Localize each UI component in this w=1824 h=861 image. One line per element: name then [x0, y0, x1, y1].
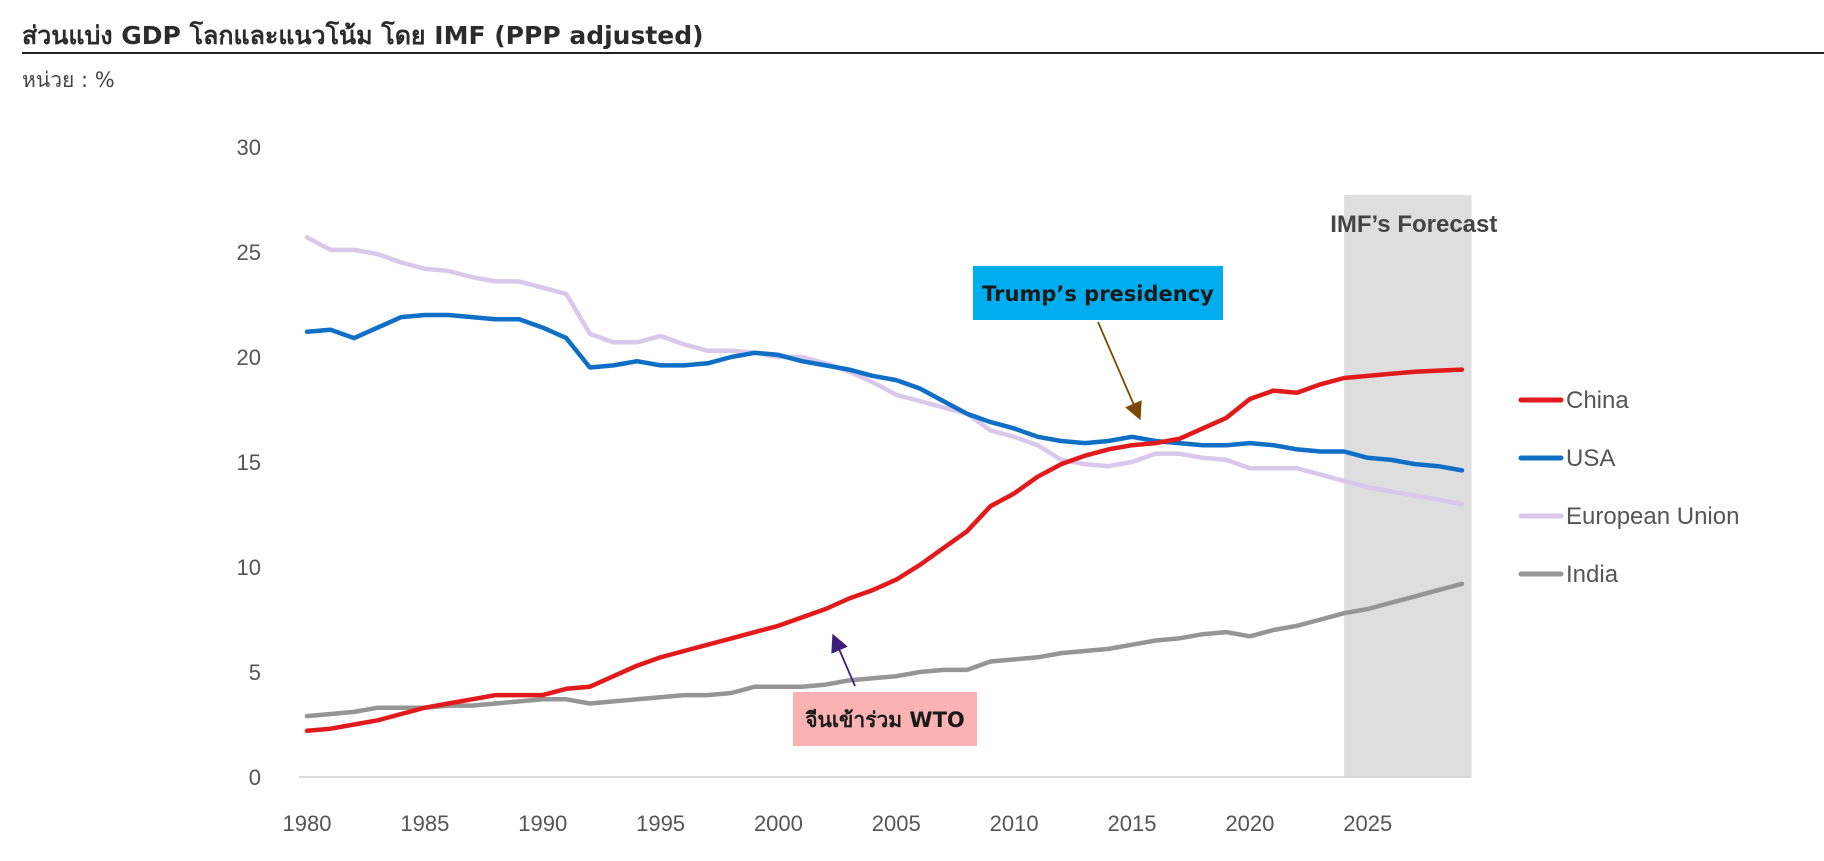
- x-tick-label: 2020: [1225, 811, 1274, 836]
- legend-label: European Union: [1566, 503, 1739, 530]
- x-tick-label: 1980: [283, 811, 332, 836]
- legend-label: China: [1566, 387, 1629, 414]
- title-rule: [22, 52, 1824, 54]
- x-tick-label: 2015: [1108, 811, 1157, 836]
- y-tick-label: 5: [249, 660, 261, 685]
- legend-label: India: [1566, 561, 1619, 588]
- annotation-box-wto: [793, 692, 977, 746]
- series-line-usa: [304, 312, 1465, 473]
- y-tick-label: 20: [237, 345, 261, 370]
- chart-series: [304, 235, 1465, 734]
- chart-legend: China USA European Union India: [1518, 387, 1739, 588]
- series-line-india: [304, 581, 1465, 719]
- x-tick-label: 1995: [636, 811, 685, 836]
- annotation-arrow-trump: [1097, 321, 1142, 421]
- legend-label: USA: [1566, 445, 1615, 472]
- y-tick-label: 25: [237, 240, 261, 265]
- x-tick-label: 2025: [1343, 811, 1392, 836]
- x-tick-label: 2005: [872, 811, 921, 836]
- x-tick-label: 1985: [400, 811, 449, 836]
- y-tick-label: 30: [237, 135, 261, 160]
- annotation-label-wto: จีนเข้าร่วม WTO: [805, 708, 965, 732]
- forecast-label: IMF’s Forecast: [1330, 211, 1497, 238]
- unit-label: หน่วย : %: [22, 68, 115, 92]
- annotation-box-trump: [973, 266, 1223, 320]
- chart-title: ส่วนแบ่ง GDP โลกและแนวโน้ม โดย IMF (PPP …: [22, 21, 704, 50]
- annotation-arrow-wto: [831, 633, 856, 687]
- series-line-european-union: [304, 235, 1465, 507]
- y-tick-label: 10: [237, 555, 261, 580]
- y-tick-label: 0: [249, 765, 261, 790]
- x-tick-label: 2010: [990, 811, 1039, 836]
- chart-annotations: Trump’s presidency จีนเข้าร่วม WTO: [793, 266, 1223, 746]
- series-line-china: [304, 367, 1465, 734]
- x-tick-label: 1990: [518, 811, 567, 836]
- x-tick-label: 2000: [754, 811, 803, 836]
- y-tick-label: 15: [237, 450, 261, 475]
- annotation-label-trump: Trump’s presidency: [982, 282, 1214, 306]
